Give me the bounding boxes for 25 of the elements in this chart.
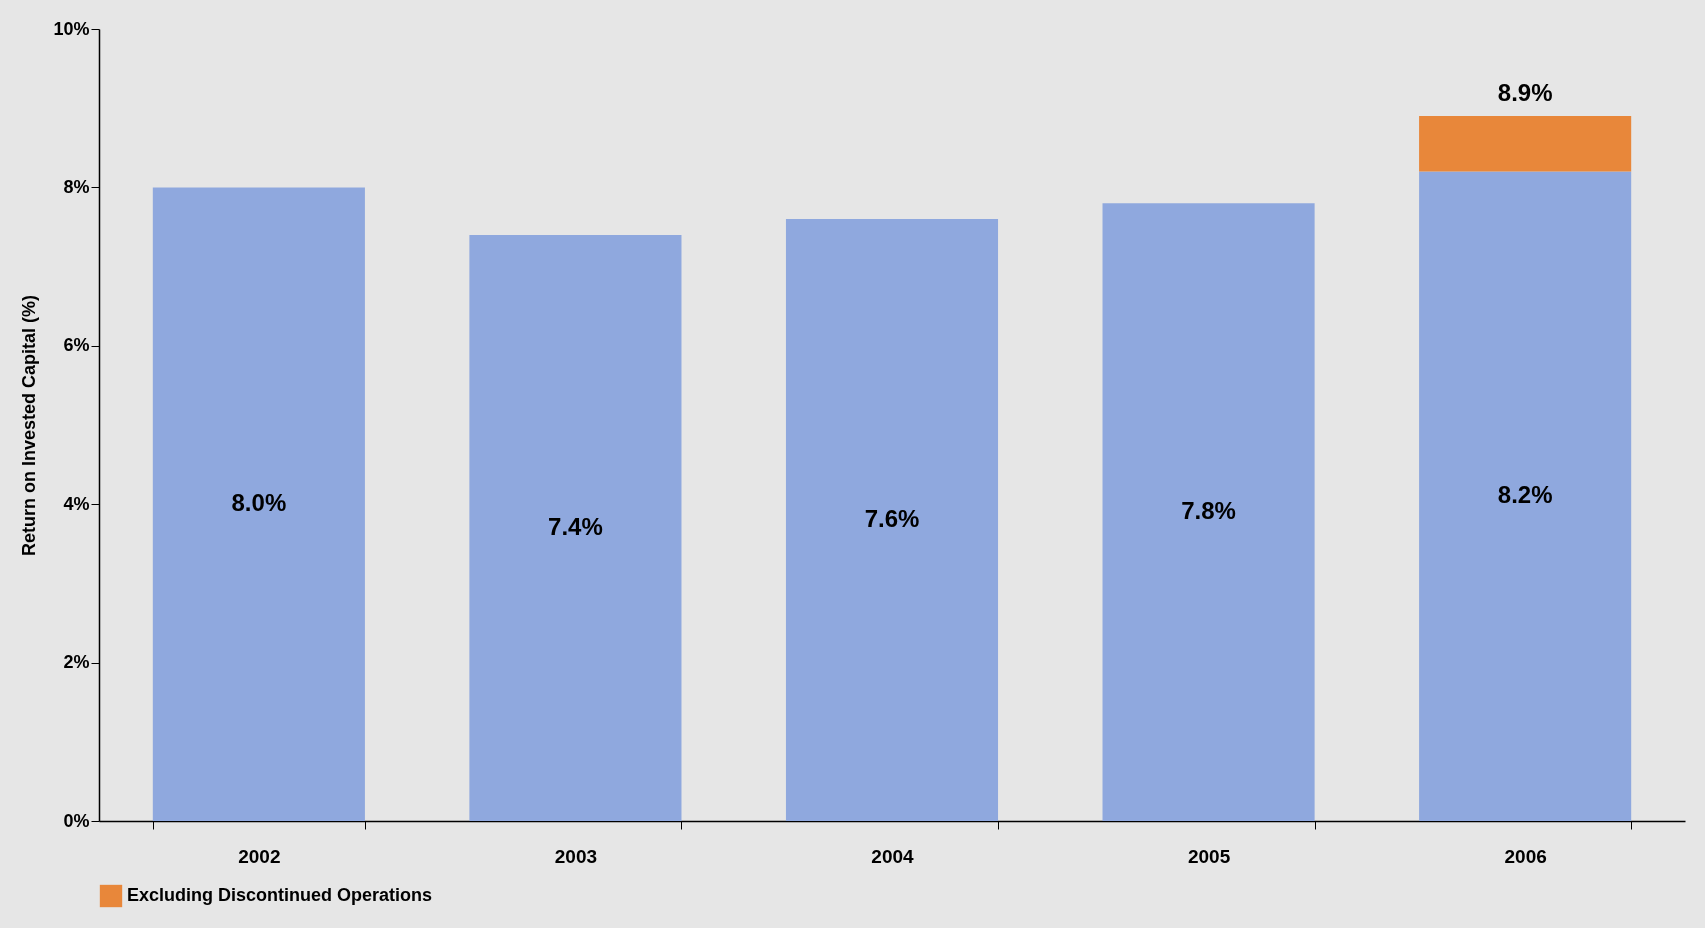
bar	[1419, 171, 1632, 821]
bar	[1102, 203, 1315, 821]
x-tick-label: 2005	[1187, 845, 1231, 867]
y-tick-label: 8%	[63, 176, 90, 197]
x-tick-label: 2003	[554, 845, 598, 867]
bar	[469, 234, 682, 821]
data-label: 8.0%	[231, 489, 287, 517]
data-label: 7.6%	[864, 505, 920, 533]
legend-label: Excluding Discontinued Operations	[127, 885, 433, 905]
data-label: 7.4%	[548, 512, 603, 540]
y-tick-label: 10%	[53, 18, 90, 39]
bar	[1419, 116, 1632, 172]
data-label: 7.8%	[1181, 497, 1236, 525]
x-tick-label: 2002	[238, 845, 281, 867]
x-tick-label: 2006	[1504, 845, 1547, 867]
y-tick-label: 6%	[63, 335, 90, 356]
y-tick-label: 2%	[63, 652, 90, 673]
bar	[785, 219, 999, 821]
y-tick-label: 0%	[63, 810, 90, 831]
data-label: 8.2%	[1497, 481, 1553, 509]
total-label: 8.9%	[1497, 79, 1553, 107]
y-axis-title: Return on Invested Capital (%)	[19, 294, 40, 557]
y-tick-label: 4%	[63, 493, 90, 514]
bar	[152, 187, 365, 821]
x-tick-label: 2004	[871, 845, 915, 867]
